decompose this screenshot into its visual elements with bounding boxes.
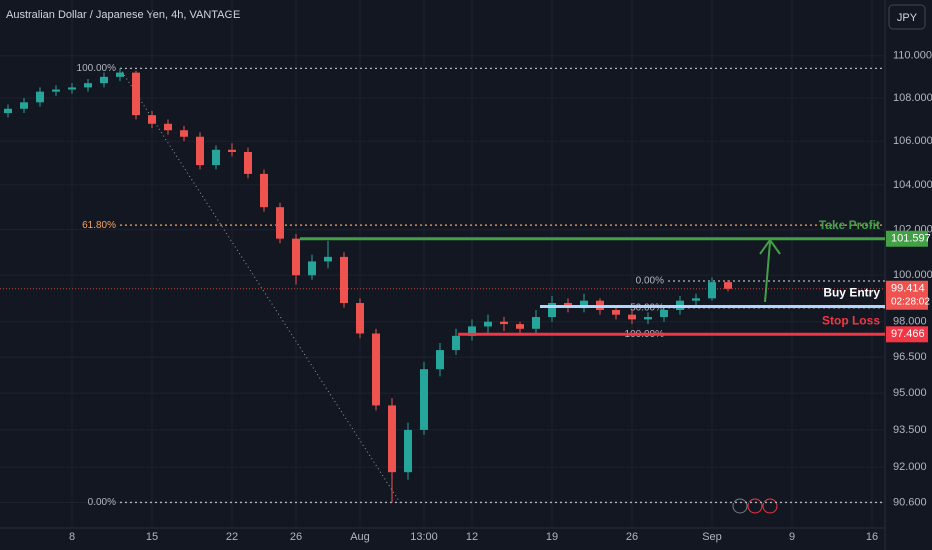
candle-body	[20, 102, 28, 109]
candle-body	[244, 151, 252, 174]
candle-body	[484, 321, 492, 327]
x-tick-label: 16	[866, 531, 878, 543]
candle-body	[212, 149, 220, 166]
take-profit-box	[886, 230, 928, 247]
candle-body	[420, 369, 428, 430]
x-tick-label: 8	[69, 531, 75, 543]
candle-body	[116, 72, 124, 77]
stop-loss-value: 97.466	[891, 328, 925, 340]
candle-body	[148, 115, 156, 124]
candle-body	[228, 149, 236, 152]
currency-label: JPY	[897, 12, 918, 24]
candle-body	[260, 173, 268, 208]
x-tick-label: 26	[290, 531, 302, 543]
candle-body	[628, 314, 636, 320]
x-tick-label: 15	[146, 531, 158, 543]
y-tick-label: 96.500	[893, 351, 927, 363]
candle-body	[340, 256, 348, 304]
candle-body	[660, 310, 668, 318]
y-tick-label: 104.000	[893, 179, 932, 191]
countdown: 02:28:02	[891, 296, 930, 307]
last-price-value: 99.414	[891, 283, 925, 295]
currency-button[interactable]	[888, 4, 926, 30]
y-tick-label: 90.600	[893, 496, 927, 508]
last-price-box	[886, 280, 928, 310]
candle-body	[388, 405, 396, 473]
candle-body	[36, 91, 44, 103]
y-tick-label: 95.000	[893, 387, 927, 399]
x-tick-label: Sep	[702, 531, 722, 543]
x-tick-label: 26	[626, 531, 638, 543]
candle-body	[724, 282, 732, 289]
fib-label: 100.00%	[77, 63, 117, 74]
y-tick-label: 92.000	[893, 461, 927, 473]
icon[interactable]	[747, 498, 763, 514]
x-tick-label: 9	[789, 531, 795, 543]
candle-body	[708, 282, 716, 299]
candle-body	[452, 335, 460, 351]
candle-body	[84, 83, 92, 88]
candle-body	[100, 76, 108, 84]
x-tick-label: 22	[226, 531, 238, 543]
candle-body	[580, 300, 588, 308]
y-tick-label: 93.500	[893, 424, 927, 436]
indicator-icons	[732, 498, 778, 514]
y-tick-label: 106.000	[893, 135, 932, 147]
candle-body	[500, 321, 508, 325]
candle-body	[612, 310, 620, 315]
chart-title: Australian Dollar / Japanese Yen, 4h, VA…	[6, 9, 240, 21]
candle-body	[52, 89, 60, 92]
stop-loss-box	[886, 326, 928, 343]
candle-body	[356, 303, 364, 334]
candle-body	[308, 261, 316, 276]
x-tick-label: 19	[546, 531, 558, 543]
take-profit-value: 101.597	[891, 233, 931, 245]
y-tick-label: 108.000	[893, 92, 932, 104]
candle-body	[404, 429, 412, 473]
candle-body	[548, 303, 556, 318]
candle-body	[692, 298, 700, 301]
fib-label: 0.00%	[636, 276, 664, 287]
fib-label: 61.80%	[82, 220, 116, 231]
fib-label: 0.00%	[88, 497, 116, 508]
y-tick-label: 110.000	[893, 50, 932, 62]
icon[interactable]	[762, 498, 778, 514]
candle-body	[180, 130, 188, 137]
y-tick-label: 98.000	[893, 316, 927, 328]
trade-level-label: Take Profit	[819, 218, 880, 232]
y-tick-label: 100.000	[893, 269, 932, 281]
x-tick-label: Aug	[350, 531, 370, 543]
candle-body	[132, 72, 140, 116]
target-arrow	[759, 238, 781, 303]
candle-body	[196, 136, 204, 166]
candle-body	[276, 207, 284, 239]
candle-body	[468, 326, 476, 336]
candle-body	[324, 256, 332, 262]
trade-level-label: Buy Entry	[823, 286, 880, 300]
x-tick-label: 12	[466, 531, 478, 543]
candle-body	[644, 317, 652, 320]
candle-body	[68, 87, 76, 90]
trade-level-label: Stop Loss	[822, 313, 880, 327]
candle-body	[516, 324, 524, 329]
icon[interactable]	[732, 498, 748, 514]
candle-body	[532, 317, 540, 329]
candle-body	[372, 333, 380, 406]
x-tick-label: 13:00	[410, 531, 438, 543]
candle-body	[292, 238, 300, 276]
candle-body	[164, 123, 172, 131]
candle-body	[436, 350, 444, 370]
candle-body	[4, 108, 12, 114]
